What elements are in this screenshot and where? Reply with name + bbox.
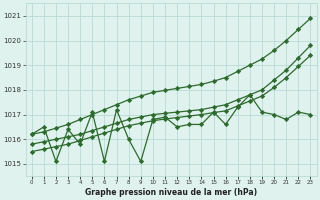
X-axis label: Graphe pression niveau de la mer (hPa): Graphe pression niveau de la mer (hPa) — [85, 188, 257, 197]
